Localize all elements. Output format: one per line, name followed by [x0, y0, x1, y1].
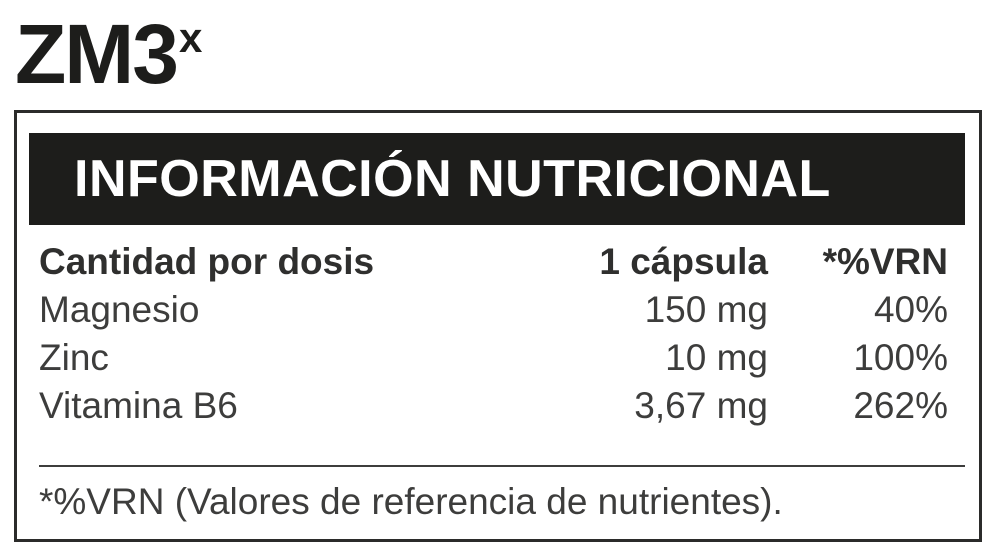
- footnote-text: *%VRN (Valores de referencia de nutrient…: [39, 481, 783, 522]
- column-header-amount: 1 cápsula: [599, 241, 768, 282]
- column-header-nutrient: Cantidad por dosis: [39, 241, 375, 282]
- panel-header-title: INFORMACIÓN NUTRICIONAL: [74, 150, 831, 208]
- column-header-vrn: *%VRN: [822, 241, 948, 282]
- nutrition-panel: INFORMACIÓN NUTRICIONAL Cantidad por dos…: [14, 110, 982, 542]
- nutrition-table: Cantidad por dosis 1 cápsula *%VRN Magne…: [17, 238, 979, 430]
- product-superscript: x: [179, 14, 203, 61]
- table-row-vitamina-b6: Vitamina B6 3,67 mg 262%: [39, 382, 948, 430]
- table-row-magnesio: Magnesio 150 mg 40%: [39, 286, 948, 334]
- vrn-value: 40%: [873, 289, 948, 330]
- table-row-zinc: Zinc 10 mg 100%: [39, 334, 948, 382]
- panel-header-bar: INFORMACIÓN NUTRICIONAL: [29, 133, 965, 225]
- amount-value: 150 mg: [644, 289, 768, 330]
- product-title: ZM3x: [15, 12, 202, 96]
- vrn-value: 100%: [853, 337, 948, 378]
- amount-value: 3,67 mg: [634, 385, 768, 426]
- product-name: ZM3: [15, 7, 179, 101]
- vrn-value: 262%: [853, 385, 948, 426]
- nutrient-name: Zinc: [39, 337, 109, 378]
- nutrient-name: Magnesio: [39, 289, 200, 330]
- amount-value: 10 mg: [665, 337, 768, 378]
- footnote-divider: [39, 465, 965, 467]
- nutrient-name: Vitamina B6: [39, 385, 238, 426]
- table-header-row: Cantidad por dosis 1 cápsula *%VRN: [39, 238, 948, 286]
